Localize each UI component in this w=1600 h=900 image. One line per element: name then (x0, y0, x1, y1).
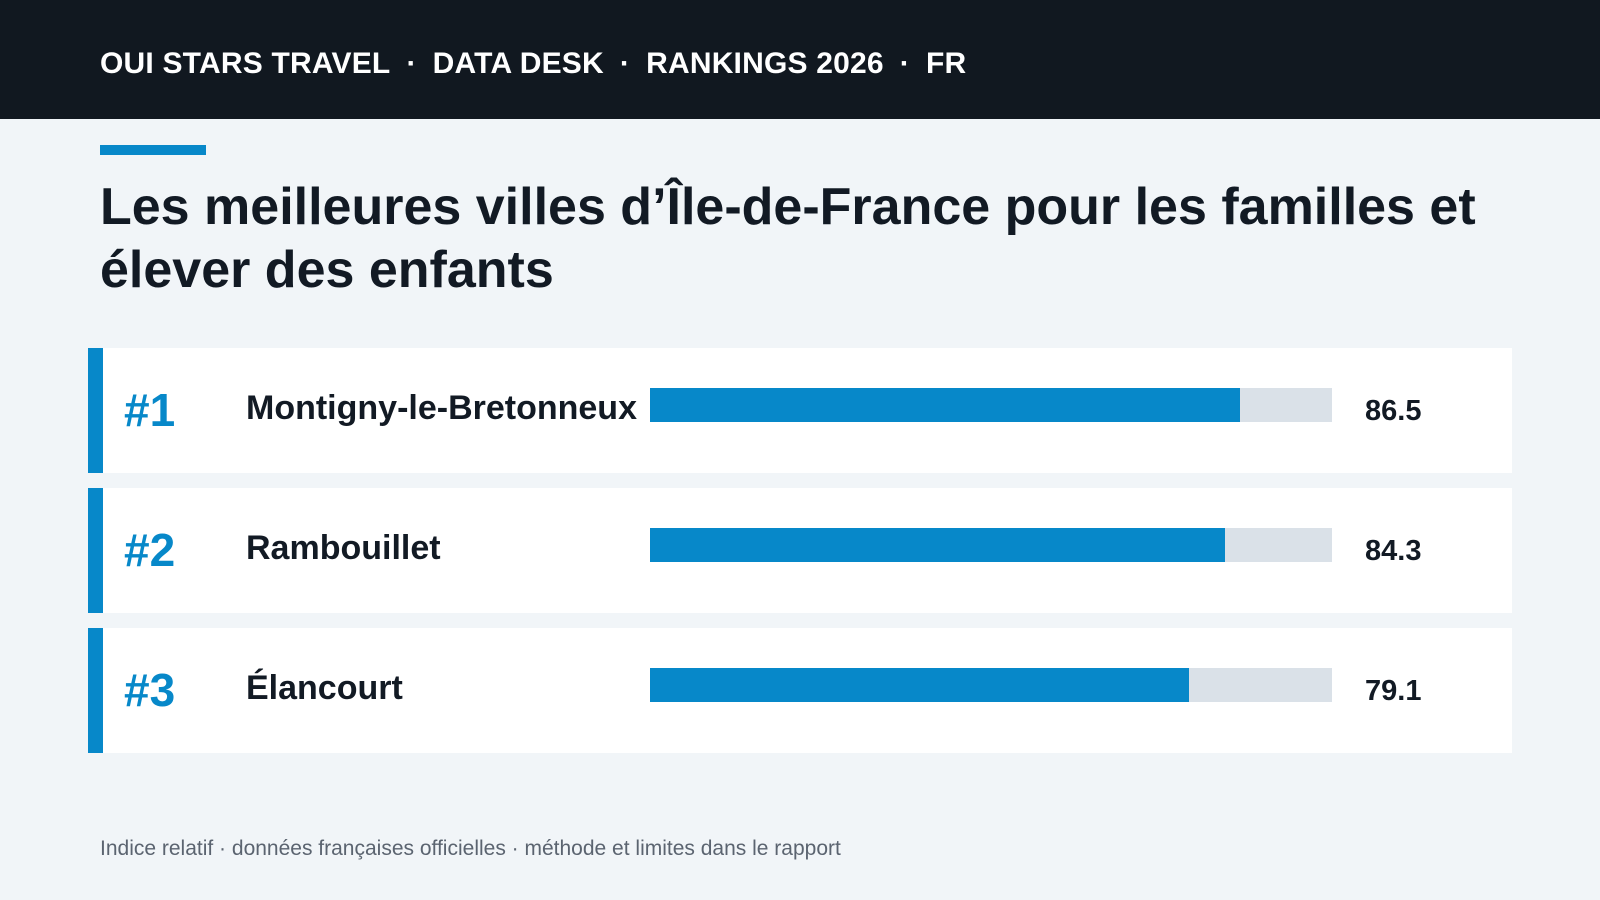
ranking-row: #3 Élancourt 79.1 (88, 628, 1512, 753)
ranking-row: #1 Montigny-le-Bretonneux 86.5 (88, 348, 1512, 473)
score-value: 86.5 (1365, 395, 1422, 427)
bar-track (650, 668, 1332, 702)
bar-fill (650, 528, 1225, 562)
bar-track (650, 528, 1332, 562)
header-bar: OUI STARS TRAVEL · DATA DESK · RANKINGS 2026… (0, 0, 1600, 119)
city-name: Élancourt (246, 669, 403, 707)
header-separator: · (899, 47, 910, 80)
score-value: 84.3 (1365, 535, 1422, 567)
row-accent-stripe (88, 348, 103, 473)
header-separator: · (406, 47, 417, 80)
header-brand: OUI STARS TRAVEL (100, 47, 391, 80)
row-accent-stripe (88, 488, 103, 613)
header-separator: · (619, 47, 631, 80)
header-locale: FR (925, 47, 967, 80)
ranking-row: #2 Rambouillet 84.3 (88, 488, 1512, 613)
bar-fill (650, 668, 1189, 702)
page-title: Les meilleures villes d’Île-de-France po… (100, 178, 1476, 299)
header-rankings: RANKINGS 2026 (646, 47, 884, 80)
bar-fill (650, 388, 1240, 422)
accent-rule (100, 145, 206, 155)
footnote: Indice relatif · données françaises offi… (100, 837, 841, 860)
header-text: OUI STARS TRAVEL · DATA DESK · RANKINGS 2026… (100, 46, 966, 82)
row-accent-stripe (88, 628, 103, 753)
score-value: 79.1 (1365, 675, 1422, 707)
city-name: Rambouillet (246, 529, 441, 567)
header-desk: DATA DESK (432, 47, 604, 80)
rank-label: #3 (124, 664, 176, 716)
bar-track (650, 388, 1332, 422)
rank-label: #1 (124, 384, 176, 436)
rank-label: #2 (124, 524, 176, 576)
city-name: Montigny-le-Bretonneux (246, 389, 637, 427)
